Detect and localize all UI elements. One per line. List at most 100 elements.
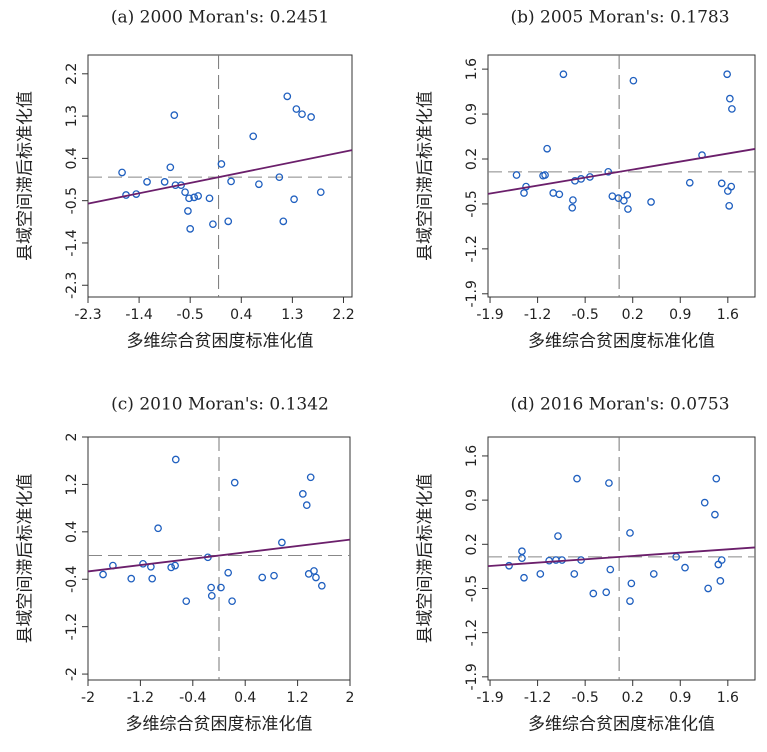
x-tick-label: 0.9 bbox=[669, 690, 691, 706]
x-axis-label: 多维综合贫困度标准化值 bbox=[127, 332, 314, 352]
point bbox=[167, 563, 176, 572]
point bbox=[292, 105, 301, 113]
point bbox=[224, 217, 233, 226]
point bbox=[270, 571, 278, 580]
y-tick-label: 1.6 bbox=[464, 445, 480, 467]
regression-line bbox=[87, 149, 353, 205]
x-tick-label: 0.2 bbox=[622, 307, 644, 323]
y-tick-label: -2 bbox=[64, 667, 80, 681]
y-tick-label: -1.2 bbox=[464, 235, 480, 262]
y-axis-label: 县域空间滞后标准化值 bbox=[16, 474, 36, 644]
y-tick-label: -1.2 bbox=[464, 619, 480, 646]
point bbox=[629, 76, 638, 85]
point bbox=[312, 573, 320, 582]
y-tick-label: 1.2 bbox=[64, 473, 80, 495]
y-tick-label: -0.5 bbox=[464, 575, 480, 602]
point bbox=[624, 205, 632, 213]
panel-title: (b) 2005 Moran's: 0.1783 bbox=[510, 8, 729, 28]
x-tick-label: -2 bbox=[81, 690, 95, 706]
point bbox=[99, 570, 107, 579]
point bbox=[307, 113, 315, 121]
x-tick-label: -1.9 bbox=[476, 307, 503, 323]
point bbox=[249, 132, 258, 141]
point bbox=[536, 570, 545, 578]
x-tick-label: 1.2 bbox=[286, 690, 308, 706]
y-tick-label: -1.9 bbox=[464, 663, 480, 690]
point bbox=[545, 556, 553, 565]
point bbox=[685, 178, 694, 187]
point bbox=[605, 479, 613, 487]
point bbox=[627, 579, 636, 588]
point bbox=[207, 591, 216, 600]
regression-line bbox=[487, 148, 756, 195]
point bbox=[290, 195, 298, 204]
point bbox=[230, 478, 239, 487]
point bbox=[549, 189, 558, 197]
point bbox=[568, 203, 577, 212]
point bbox=[723, 187, 732, 195]
x-tick-label: -0.5 bbox=[571, 307, 598, 323]
point bbox=[317, 581, 326, 590]
point bbox=[647, 198, 655, 206]
point bbox=[717, 556, 726, 564]
point bbox=[194, 192, 202, 200]
point bbox=[255, 180, 263, 189]
point bbox=[717, 179, 726, 188]
y-tick-label: 0.9 bbox=[464, 103, 480, 125]
y-tick-label: 0.2 bbox=[464, 533, 480, 555]
y-tick-label: 0.4 bbox=[64, 521, 80, 543]
plot-frame bbox=[487, 54, 756, 298]
point bbox=[573, 474, 581, 483]
point bbox=[700, 498, 709, 507]
plot-frame bbox=[87, 54, 353, 298]
x-tick-label: 1.6 bbox=[717, 690, 739, 706]
point bbox=[166, 163, 175, 172]
regression-line bbox=[487, 546, 756, 567]
point bbox=[505, 561, 513, 570]
point bbox=[570, 570, 579, 578]
point bbox=[224, 568, 233, 577]
panel: (c) 2010 Moran's: 0.1342 -2 -1.2 -0.4 0.4 1.2… bbox=[16, 395, 355, 735]
point bbox=[569, 196, 577, 204]
x-tick-label: 0.4 bbox=[230, 307, 252, 323]
y-tick-label: -0.4 bbox=[64, 565, 80, 592]
point bbox=[606, 565, 615, 574]
point bbox=[127, 574, 136, 583]
x-axis-label: 多维综合贫困度标准化值 bbox=[528, 332, 715, 352]
y-tick-label: 2.2 bbox=[64, 63, 80, 85]
point bbox=[649, 570, 658, 578]
y-tick-label: -1.4 bbox=[64, 229, 80, 256]
point bbox=[589, 589, 598, 598]
point bbox=[298, 490, 307, 498]
point bbox=[714, 560, 723, 569]
point bbox=[227, 177, 235, 186]
panel: (b) 2005 Moran's: 0.1783 -1.9 -1.2 -0.5 0.2 0… bbox=[416, 8, 756, 352]
point bbox=[712, 474, 721, 483]
point bbox=[160, 178, 169, 186]
point bbox=[626, 597, 634, 605]
x-tick-label: 1.3 bbox=[281, 307, 303, 323]
point bbox=[185, 194, 193, 203]
x-tick-label: -2.3 bbox=[74, 307, 101, 323]
y-tick-label: -1.2 bbox=[64, 613, 80, 640]
point bbox=[623, 191, 632, 199]
point bbox=[182, 597, 191, 606]
x-tick-label: -0.5 bbox=[177, 307, 204, 323]
panel-title: (d) 2016 Moran's: 0.0753 bbox=[510, 395, 729, 415]
point bbox=[190, 193, 199, 202]
point bbox=[681, 563, 689, 572]
point bbox=[275, 173, 284, 182]
point bbox=[207, 583, 215, 592]
point bbox=[217, 160, 226, 168]
point bbox=[543, 144, 551, 153]
point bbox=[555, 190, 564, 199]
y-tick-label: -0.5 bbox=[464, 190, 480, 217]
y-tick-label: 0.2 bbox=[464, 148, 480, 170]
point bbox=[541, 171, 549, 179]
point bbox=[716, 577, 725, 585]
point bbox=[626, 529, 634, 537]
x-axis-label: 多维综合贫困度标准化值 bbox=[126, 715, 313, 735]
regression-line bbox=[87, 538, 351, 573]
point bbox=[170, 111, 179, 119]
point bbox=[723, 70, 731, 79]
